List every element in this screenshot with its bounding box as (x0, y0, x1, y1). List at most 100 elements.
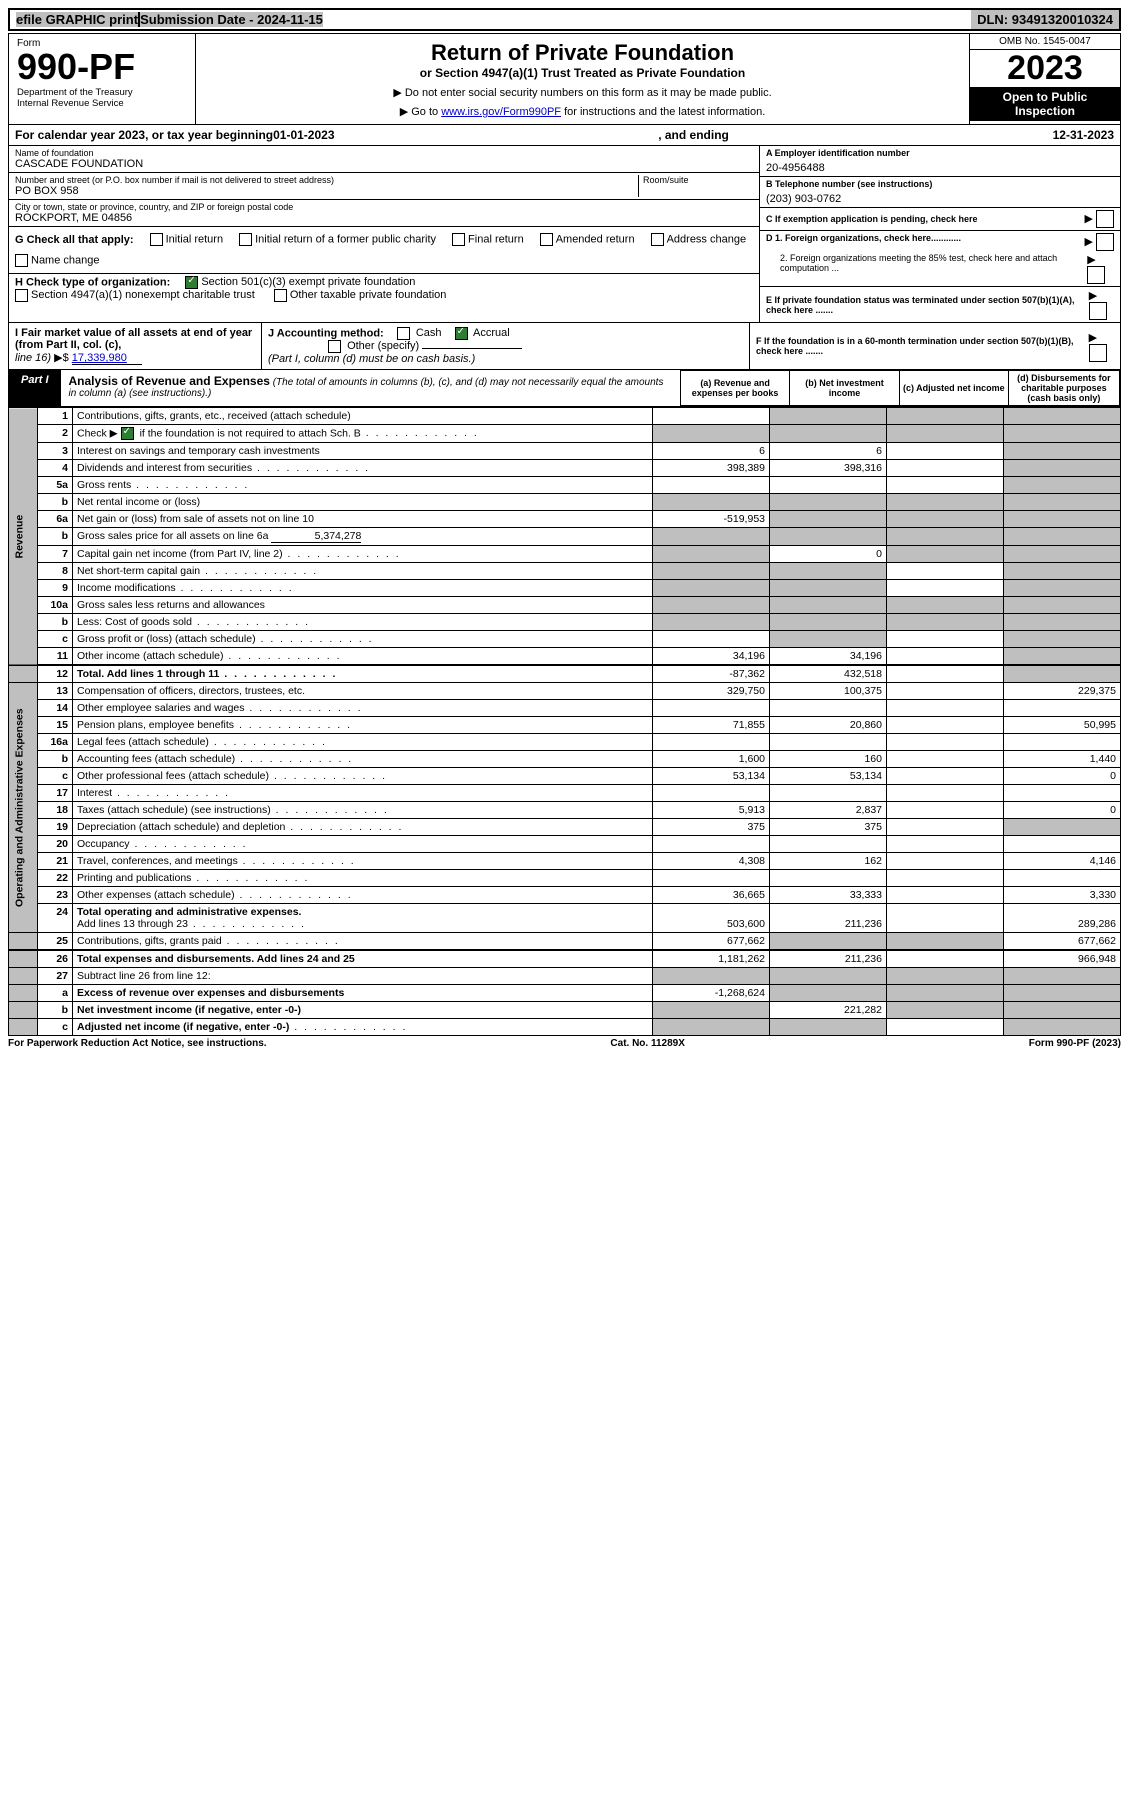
checkbox-checked-icon[interactable] (455, 327, 468, 340)
checkbox-icon[interactable] (651, 233, 664, 246)
e-label: E If private foundation status was termi… (766, 295, 1089, 315)
col-d-hdr: (d) Disbursements for charitable purpose… (1008, 371, 1119, 406)
form-header: Form 990-PF Department of the Treasury I… (8, 33, 1121, 125)
h-opt-other: Other taxable private foundation (274, 289, 447, 301)
table-row: cOther professional fees (attach schedul… (9, 768, 1121, 785)
checkbox-icon[interactable] (150, 233, 163, 246)
j-accrual: Accrual (473, 327, 510, 339)
d1-label: D 1. Foreign organizations, check here..… (766, 233, 961, 251)
table-row: cAdjusted net income (if negative, enter… (9, 1019, 1121, 1036)
checkbox-icon[interactable] (274, 289, 287, 302)
checkbox-checked-icon[interactable] (121, 427, 134, 440)
checkbox-icon[interactable] (15, 254, 28, 267)
phone-value: (203) 903-0762 (766, 193, 1114, 205)
checkbox-icon[interactable] (397, 327, 410, 340)
checkbox-icon[interactable] (1096, 233, 1114, 251)
table-row: bLess: Cost of goods sold (9, 614, 1121, 631)
i-label1: I Fair market value of all assets at end… (15, 327, 252, 351)
g-opt-initial-former: Initial return of a former public charit… (239, 233, 436, 246)
c-check: ▶ (1084, 210, 1114, 228)
h-opt-4947: Section 4947(a)(1) nonexempt charitable … (15, 289, 255, 301)
ijf-row: I Fair market value of all assets at end… (8, 323, 1121, 370)
g-opt-final: Final return (452, 233, 524, 246)
table-row: 26Total expenses and disbursements. Add … (9, 950, 1121, 968)
table-row: 23Other expenses (attach schedule) 36,66… (9, 887, 1121, 904)
f-label: F If the foundation is in a 60-month ter… (756, 336, 1089, 356)
table-row: 7Capital gain net income (from Part IV, … (9, 546, 1121, 563)
checkbox-checked-icon[interactable] (185, 276, 198, 289)
d-cell: D 1. Foreign organizations, check here..… (760, 231, 1120, 287)
table-row: 8Net short-term capital gain (9, 563, 1121, 580)
table-row: 6aNet gain or (loss) from sale of assets… (9, 511, 1121, 528)
table-row: aExcess of revenue over expenses and dis… (9, 985, 1121, 1002)
info-left: Name of foundation CASCADE FOUNDATION Nu… (9, 146, 759, 322)
part1-title: Analysis of Revenue and Expenses (69, 374, 270, 388)
checkbox-icon[interactable] (1089, 344, 1107, 362)
form-number: 990-PF (17, 49, 187, 85)
inst2-post: for instructions and the latest informat… (561, 106, 765, 118)
form990pf-link[interactable]: www.irs.gov/Form990PF (441, 106, 561, 118)
fmv-link[interactable]: 17,339,980 (72, 352, 142, 365)
checkbox-icon[interactable] (328, 340, 341, 353)
d2-label: 2. Foreign organizations meeting the 85%… (766, 253, 1087, 284)
checkbox-icon[interactable] (1096, 210, 1114, 228)
checkbox-icon[interactable] (239, 233, 252, 246)
r2-desc: Check ▶ if the foundation is not require… (73, 425, 653, 443)
open-line2: Inspection (970, 104, 1120, 118)
col-a-hdr: (a) Revenue and expenses per books (681, 371, 790, 406)
table-row: 25Contributions, gifts, grants paid 677,… (9, 933, 1121, 951)
table-row: 5aGross rents (9, 477, 1121, 494)
city-value: ROCKPORT, ME 04856 (15, 212, 753, 224)
checkbox-icon[interactable] (540, 233, 553, 246)
form-subtitle: or Section 4947(a)(1) Trust Treated as P… (206, 66, 959, 80)
table-row: 18Taxes (attach schedule) (see instructi… (9, 802, 1121, 819)
calyear-mid: , and ending (335, 128, 1053, 142)
j-other-line (422, 348, 522, 349)
calendar-year-row: For calendar year 2023, or tax year begi… (8, 125, 1121, 146)
part1-tag: Part I (9, 370, 61, 406)
table-row: 21Travel, conferences, and meetings 4,30… (9, 853, 1121, 870)
addr-value: PO BOX 958 (15, 185, 638, 197)
g-opt-name: Name change (15, 254, 100, 267)
f-cell: F If the foundation is in a 60-month ter… (750, 323, 1120, 369)
submission-date: Submission Date - 2024-11-15 (138, 12, 323, 27)
part1-header: Part I Analysis of Revenue and Expenses … (8, 370, 1121, 407)
table-row: bNet rental income or (loss) (9, 494, 1121, 511)
c-label: C If exemption application is pending, c… (766, 214, 978, 224)
checkbox-icon[interactable] (1087, 266, 1105, 284)
table-row: 15Pension plans, employee benefits 71,85… (9, 717, 1121, 734)
j-other: Other (specify) (347, 340, 419, 352)
omb-number: OMB No. 1545-0047 (970, 34, 1120, 50)
foundation-name-cell: Name of foundation CASCADE FOUNDATION (9, 146, 759, 173)
table-row: 19Depreciation (attach schedule) and dep… (9, 819, 1121, 836)
g-opt-amended: Amended return (540, 233, 635, 246)
name-label: Name of foundation (15, 148, 753, 158)
table-row: cGross profit or (loss) (attach schedule… (9, 631, 1121, 648)
table-row: 22Printing and publications (9, 870, 1121, 887)
checkbox-icon[interactable] (452, 233, 465, 246)
e-cell: E If private foundation status was termi… (760, 287, 1120, 322)
table-row: 4Dividends and interest from securities … (9, 460, 1121, 477)
header-left: Form 990-PF Department of the Treasury I… (9, 34, 196, 124)
table-row: 27Subtract line 26 from line 12: (9, 968, 1121, 985)
foundation-name: CASCADE FOUNDATION (15, 158, 753, 170)
table-row: 14Other employee salaries and wages (9, 700, 1121, 717)
footer-left: For Paperwork Reduction Act Notice, see … (8, 1038, 267, 1049)
dln-value: 93491320010324 (1012, 12, 1113, 27)
g-opt-address: Address change (651, 233, 747, 246)
g-label: G Check all that apply: (15, 234, 134, 246)
footer: For Paperwork Reduction Act Notice, see … (8, 1036, 1121, 1049)
inst-1: ▶ Do not enter social security numbers o… (206, 86, 959, 99)
checkbox-icon[interactable] (15, 289, 28, 302)
h-check-row: H Check type of organization: Section 50… (9, 274, 759, 304)
form-title: Return of Private Foundation (206, 40, 959, 66)
g-check-row: G Check all that apply: Initial return I… (9, 227, 759, 274)
expenses-side-label: Operating and Administrative Expenses (9, 683, 38, 933)
checkbox-icon[interactable] (1089, 302, 1107, 320)
table-row: 11Other income (attach schedule) 34,1963… (9, 648, 1121, 666)
ein-cell: A Employer identification number 20-4956… (760, 146, 1120, 177)
table-row: 2 Check ▶ if the foundation is not requi… (9, 425, 1121, 443)
part1-desc: Analysis of Revenue and Expenses (The to… (61, 370, 680, 406)
open-public: Open to Public Inspection (970, 87, 1120, 121)
j-cash: Cash (416, 327, 442, 339)
